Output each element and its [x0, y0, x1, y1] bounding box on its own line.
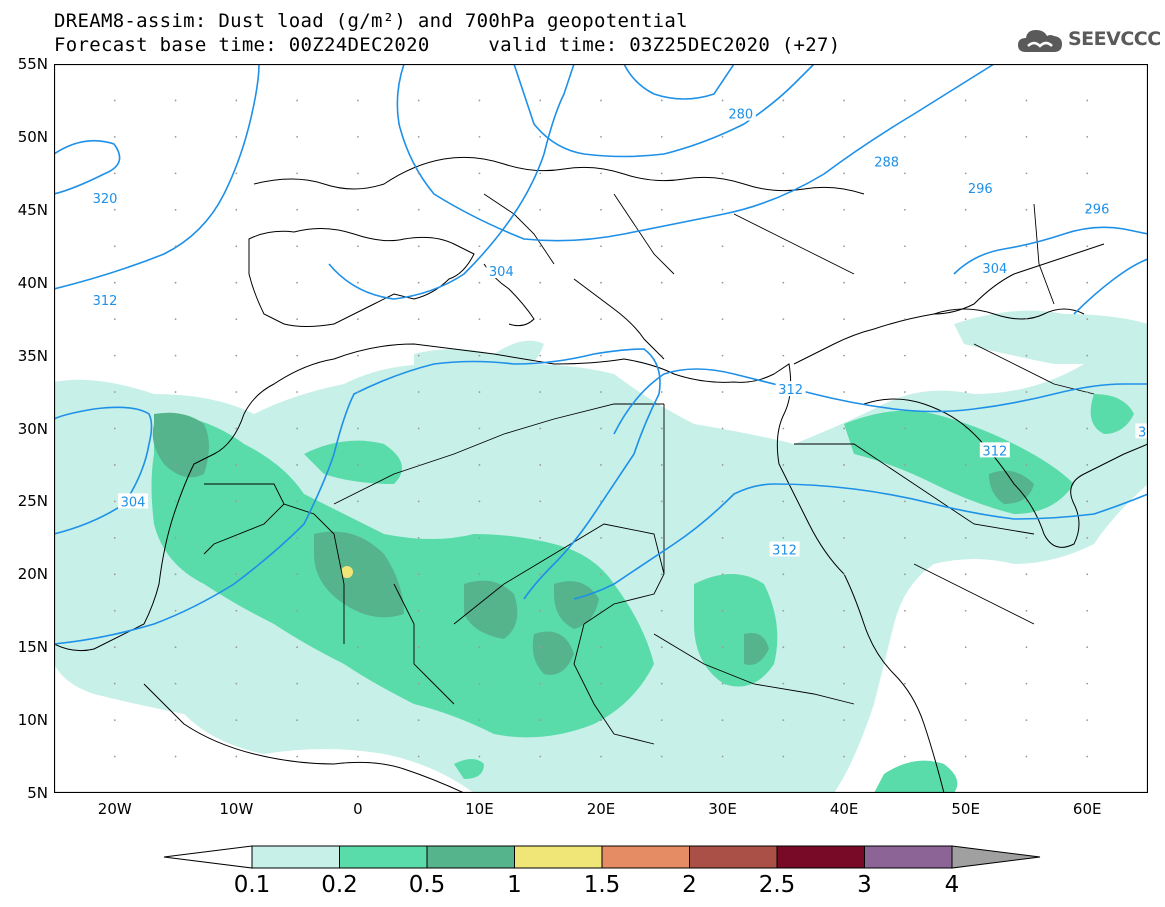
contour-label-bg [1081, 200, 1112, 216]
logo-text: SEEVCCC [1068, 28, 1161, 50]
lat-label-55N: 55N [17, 55, 48, 73]
colorbar-label-4: 1.5 [583, 872, 621, 898]
dust-map: 2802882962963203123043043123123043123043… [54, 64, 1148, 793]
colorbar-label-3: 1 [507, 872, 522, 898]
contour-label-bg [118, 493, 149, 509]
lat-label-50N: 50N [17, 127, 48, 146]
lat-label-25N: 25N [17, 492, 48, 511]
colorbar-box-7 [864, 845, 953, 869]
colorbar-box-4 [601, 845, 690, 869]
lat-label-30N: 30N [17, 419, 48, 438]
contour-label-7: 304 [982, 262, 1007, 277]
colorbar-below-arrow [163, 845, 253, 869]
contour-label-bg [725, 105, 756, 121]
lon-label-10W: 10W [219, 800, 254, 818]
colorbar-label-2: 0.5 [408, 872, 446, 898]
lat-label-20N: 20N [17, 565, 48, 584]
colorbar-box-5 [689, 845, 778, 869]
colorbar-label-6: 2.5 [758, 872, 796, 898]
contour-label-4: 320 [93, 192, 118, 207]
contour-label-3: 296 [1085, 202, 1110, 217]
dust-level-1 [341, 566, 353, 578]
geopotential-contours [54, 64, 1148, 645]
lon-label-10E: 10E [465, 800, 494, 818]
colorbar-box-0 [251, 845, 340, 869]
lat-label-10N: 10N [17, 711, 48, 730]
colorbar-above-arrow [951, 845, 1041, 869]
contour-label-6: 304 [489, 265, 514, 280]
colorbar-box-2 [426, 845, 515, 869]
contour-labels: 2802882962963203123043043123123043123043… [90, 105, 1148, 559]
contour-label-bg [486, 263, 517, 279]
lon-label-30E: 30E [708, 800, 737, 818]
map-area: 2802882962963203123043043123123043123043… [54, 64, 1148, 793]
colorbar-label-8: 4 [944, 872, 960, 898]
dust-level-0-5 [152, 412, 1034, 675]
contour-label-bg [965, 179, 996, 195]
colorbar-box-1 [339, 845, 428, 869]
lon-label-40E: 40E [829, 800, 859, 818]
contour-label-10: 304 [1138, 425, 1148, 440]
contour-label-2: 296 [968, 182, 993, 197]
contour-label-bg [90, 292, 121, 308]
contour-label-12: 304 [121, 495, 146, 510]
contour-label-0: 280 [728, 108, 753, 123]
forecast-time-line: Forecast base time: 00Z24DEC2020 valid t… [54, 34, 841, 56]
lat-label-35N: 35N [17, 346, 48, 365]
contour-label-8: 312 [778, 383, 803, 398]
lon-label-60E: 60E [1072, 800, 1102, 818]
colorbar-label-1: 0.2 [321, 872, 358, 898]
coastlines [54, 156, 1148, 793]
lon-label-20E: 20E [586, 800, 616, 818]
lat-label-5N: 5N [27, 784, 48, 802]
seevccc-logo: SEEVCCC [1016, 24, 1161, 56]
map-title: DREAM8-assim: Dust load (g/m²) and 700hP… [54, 10, 688, 32]
contour-label-5: 312 [93, 294, 118, 309]
cloud-icon [1018, 30, 1062, 52]
colorbar-label-7: 3 [857, 872, 872, 898]
lon-label-50E: 50E [951, 800, 980, 818]
lon-label-0: 0 [353, 800, 363, 818]
contour-label-bg [1135, 423, 1148, 439]
country-borders [203, 193, 1095, 745]
lon-label-20W: 20W [97, 800, 132, 818]
contour-label-bg [769, 541, 800, 557]
colorbar-box-6 [776, 845, 865, 869]
contour-label-13: 312 [772, 544, 797, 559]
colorbar-label-5: 2 [682, 872, 697, 898]
contour-label-bg [979, 260, 1010, 276]
contour-label-bg [90, 190, 121, 206]
lat-label-40N: 40N [17, 273, 48, 292]
contour-label-9: 312 [982, 444, 1007, 459]
contour-label-bg [871, 153, 902, 169]
lat-label-45N: 45N [17, 200, 48, 219]
contour-label-1: 288 [874, 156, 899, 171]
colorbar-box-3 [514, 845, 603, 869]
contour-label-bg [979, 442, 1010, 458]
lat-label-15N: 15N [17, 638, 48, 657]
colorbar-label-0: 0.1 [233, 872, 271, 898]
